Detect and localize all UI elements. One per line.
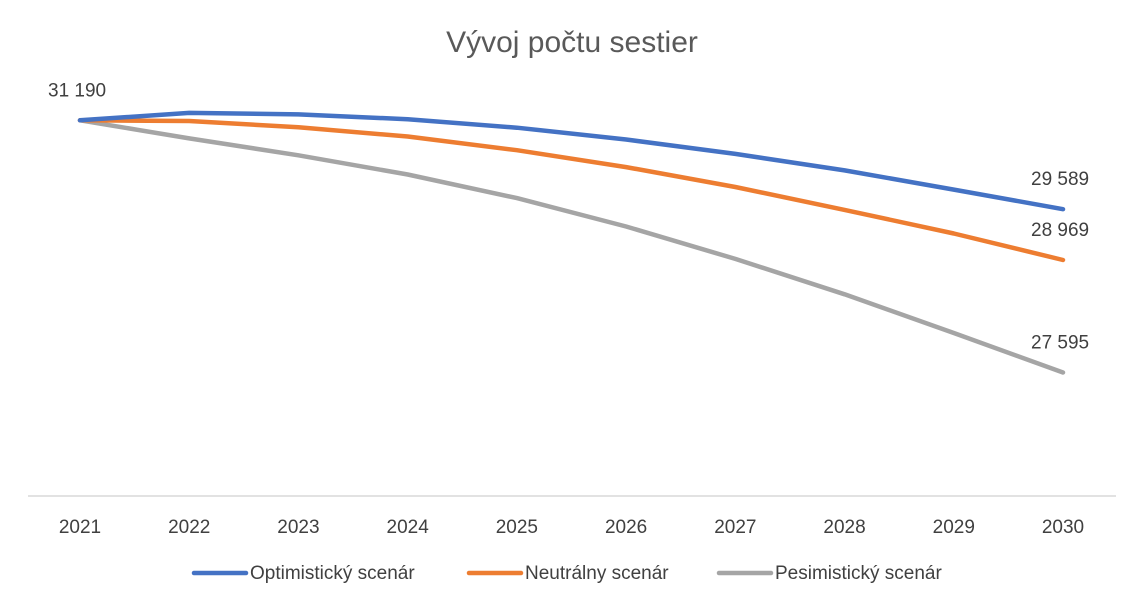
x-tick-label: 2030 (1042, 517, 1084, 538)
x-tick-label: 2021 (59, 517, 101, 538)
data-label: 28 969 (1031, 220, 1089, 241)
series-line-2 (77, 118, 1066, 263)
x-tick-label: 2028 (823, 517, 865, 538)
legend-item: Optimistický scenár (191, 563, 415, 584)
chart-title: Vývoj počtu sestier (446, 26, 698, 59)
series-line-1 (77, 110, 1066, 212)
x-tick-label: 2029 (933, 517, 975, 538)
legend-label: Optimistický scenár (250, 563, 415, 584)
series-line-3 (77, 118, 1066, 375)
x-tick-label: 2027 (714, 517, 756, 538)
data-labels: 31 190 29 589 28 969 27 595 (48, 80, 1089, 353)
x-axis-ticks: 2021 2022 2023 2024 2025 2026 2027 2028 2029 2030 (59, 517, 1084, 538)
data-label: 27 595 (1031, 332, 1089, 353)
legend-item: Pesimistický scenár (716, 563, 942, 584)
data-label: 29 589 (1031, 169, 1089, 190)
series-lines (77, 110, 1066, 375)
legend-label: Pesimistický scenár (775, 563, 942, 584)
x-tick-label: 2025 (496, 517, 538, 538)
legend-label: Neutrálny scenár (525, 563, 669, 584)
x-tick-label: 2022 (168, 517, 210, 538)
legend-item: Neutrálny scenár (466, 563, 669, 584)
x-tick-label: 2026 (605, 517, 647, 538)
legend: Optimistický scenár Neutrálny scenár Pesim… (191, 563, 942, 584)
x-tick-label: 2023 (277, 517, 319, 538)
data-label: 31 190 (48, 80, 106, 101)
x-tick-label: 2024 (387, 517, 430, 538)
